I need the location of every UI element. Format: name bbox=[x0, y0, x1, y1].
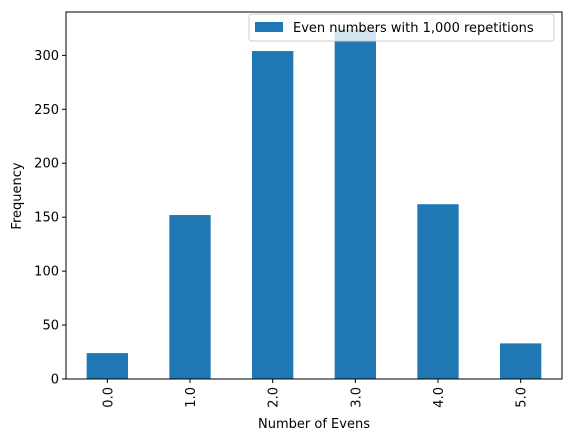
bar-1.0 bbox=[169, 215, 211, 379]
x-axis-label: Number of Evens bbox=[258, 417, 370, 432]
bar-3.0 bbox=[334, 29, 376, 379]
y-axis-ticks: 0 50 100 150 200 250 300 bbox=[34, 49, 66, 388]
legend: Even numbers with 1,000 repetitions bbox=[248, 13, 555, 42]
y-tick-label: 300 bbox=[34, 49, 59, 64]
y-tick-label: 150 bbox=[34, 211, 59, 226]
x-tick-label: 0.0 bbox=[101, 387, 116, 408]
bar-5.0 bbox=[500, 343, 542, 379]
bar-0.0 bbox=[86, 353, 128, 379]
y-tick-label: 50 bbox=[42, 319, 59, 334]
y-tick-label: 100 bbox=[34, 265, 59, 280]
y-tick-label: 0 bbox=[51, 373, 59, 388]
legend-box bbox=[248, 13, 555, 42]
y-tick-label: 250 bbox=[34, 103, 59, 118]
x-axis-ticks: 0.0 1.0 2.0 3.0 4.0 5.0 bbox=[101, 379, 530, 408]
y-axis-label: Frequency bbox=[10, 162, 25, 229]
legend-swatch bbox=[255, 22, 283, 32]
bar-4.0 bbox=[417, 204, 459, 379]
x-tick-label: 4.0 bbox=[432, 387, 447, 408]
bar-2.0 bbox=[252, 51, 294, 380]
x-tick-label: 1.0 bbox=[184, 387, 199, 408]
y-tick-label: 200 bbox=[34, 157, 59, 172]
x-tick-label: 5.0 bbox=[515, 387, 530, 408]
x-tick-label: 3.0 bbox=[349, 387, 364, 408]
plot-frame bbox=[65, 11, 563, 380]
plot-area bbox=[66, 12, 562, 379]
x-tick-label: 2.0 bbox=[267, 387, 282, 408]
bar-group bbox=[86, 29, 542, 380]
legend-label: Even numbers with 1,000 repetitions bbox=[293, 21, 534, 36]
